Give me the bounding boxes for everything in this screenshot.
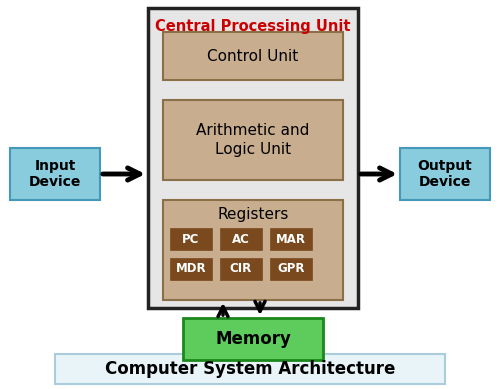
Text: AC: AC <box>232 233 250 245</box>
Text: Control Unit: Control Unit <box>208 49 298 63</box>
Bar <box>220 228 262 250</box>
Text: PC: PC <box>182 233 200 245</box>
Text: CIR: CIR <box>230 263 252 275</box>
Bar <box>170 228 212 250</box>
Bar <box>55 354 445 384</box>
Text: GPR: GPR <box>277 263 305 275</box>
Text: Output
Device: Output Device <box>418 159 472 189</box>
Bar <box>163 200 343 300</box>
Bar <box>270 228 312 250</box>
Text: Central Processing Unit: Central Processing Unit <box>155 19 351 33</box>
Bar <box>10 148 100 200</box>
Text: Arithmetic and
Logic Unit: Arithmetic and Logic Unit <box>196 123 310 158</box>
Text: MDR: MDR <box>176 263 206 275</box>
Text: Registers: Registers <box>218 207 288 221</box>
Bar <box>220 258 262 280</box>
Text: Memory: Memory <box>215 330 291 348</box>
Bar <box>148 8 358 308</box>
Bar <box>163 32 343 80</box>
Bar <box>400 148 490 200</box>
Bar <box>270 258 312 280</box>
Bar <box>170 258 212 280</box>
Text: Input
Device: Input Device <box>29 159 81 189</box>
Bar <box>163 100 343 180</box>
Text: Computer System Architecture: Computer System Architecture <box>105 360 395 378</box>
Bar <box>183 318 323 360</box>
Text: MAR: MAR <box>276 233 306 245</box>
